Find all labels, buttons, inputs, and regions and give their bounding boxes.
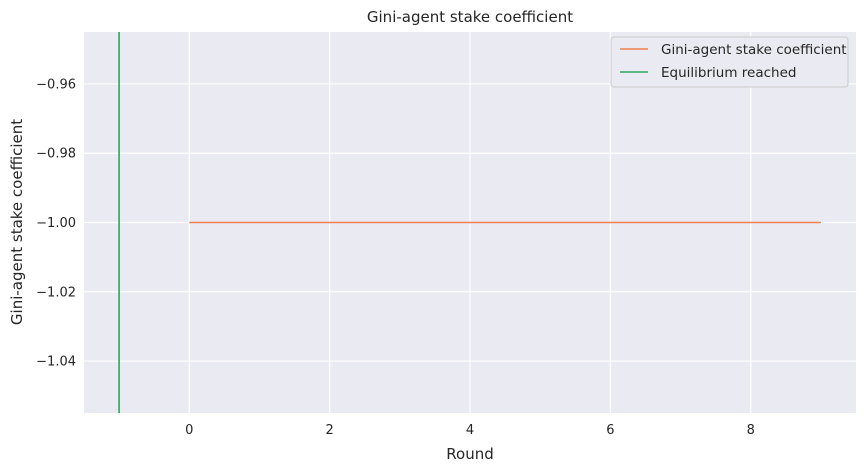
legend-box: [610, 36, 849, 88]
chart-title: Gini-agent stake coefficient: [367, 8, 573, 26]
legend-label-gini: Gini-agent stake coefficient: [661, 42, 847, 58]
y-tick-label: −1.00: [36, 216, 76, 231]
y-tick-label: −1.04: [36, 355, 76, 370]
x-tick-labels: 0 2 4 6 8: [185, 423, 755, 438]
x-tick-label: 8: [747, 423, 755, 438]
y-tick-label: −1.02: [36, 285, 76, 300]
y-tick-label: −0.96: [36, 77, 76, 92]
y-tick-label: −0.98: [36, 147, 76, 162]
x-tick-label: 4: [466, 423, 474, 438]
x-tick-label: 0: [185, 423, 193, 438]
x-axis-label: Round: [446, 445, 493, 463]
legend-label-equilibrium: Equilibrium reached: [661, 65, 796, 81]
legend: Gini-agent stake coefficient Equilibrium…: [610, 36, 849, 88]
plot-marks: [118, 32, 821, 413]
x-tick-label: 6: [606, 423, 614, 438]
x-tick-label: 2: [325, 423, 333, 438]
y-axis-label: Gini-agent stake coefficient: [8, 119, 26, 325]
y-tick-labels: −0.96 −0.98 −1.00 −1.02 −1.04: [36, 77, 76, 369]
